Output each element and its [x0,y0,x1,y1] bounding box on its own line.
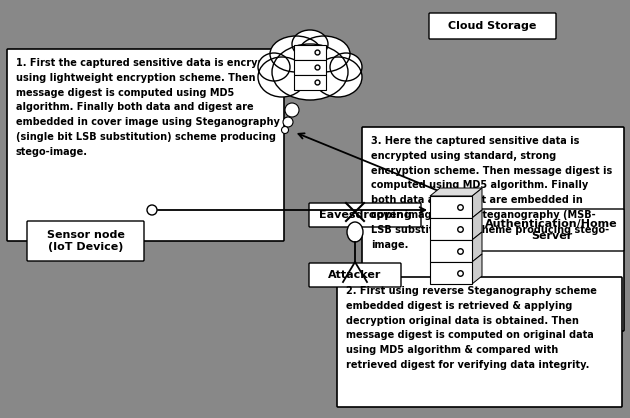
Ellipse shape [330,53,362,81]
FancyBboxPatch shape [27,221,144,261]
FancyBboxPatch shape [429,13,556,39]
Text: Eavesdropping: Eavesdropping [319,210,411,220]
Text: 1. First the captured sensitive data is encrypted
using lightweight encryption s: 1. First the captured sensitive data is … [16,58,283,157]
Polygon shape [472,254,482,284]
Bar [430,262,472,284]
Bar [294,44,326,59]
Text: Authentication/Home
Server: Authentication/Home Server [485,219,618,241]
Ellipse shape [258,57,306,97]
FancyBboxPatch shape [337,277,622,407]
FancyBboxPatch shape [309,203,421,227]
Polygon shape [472,232,482,262]
Bar [430,218,472,240]
Bar [430,196,472,218]
Ellipse shape [292,30,328,58]
Text: 2. First using reverse Steganography scheme
embedded digest is retrieved & apply: 2. First using reverse Steganography sch… [346,286,597,370]
Circle shape [283,117,293,127]
Circle shape [285,103,299,117]
Circle shape [147,205,157,215]
FancyBboxPatch shape [309,263,401,287]
Polygon shape [472,188,482,218]
Bar [294,59,326,74]
Ellipse shape [347,222,363,242]
Bar [294,74,326,89]
Polygon shape [430,188,482,196]
Polygon shape [472,210,482,240]
Ellipse shape [272,44,348,100]
Text: 3. Here the captured sensitive data is
encrypted using standard, strong
encrypti: 3. Here the captured sensitive data is e… [371,136,612,250]
FancyBboxPatch shape [7,49,284,241]
Circle shape [282,127,289,133]
Ellipse shape [270,36,322,72]
Text: Attacker: Attacker [328,270,382,280]
Ellipse shape [258,53,290,81]
FancyBboxPatch shape [479,209,624,251]
Ellipse shape [298,36,350,72]
Text: Cloud Storage: Cloud Storage [449,21,537,31]
FancyBboxPatch shape [362,127,624,331]
Bar [430,240,472,262]
Ellipse shape [314,57,362,97]
Text: Sensor node
(IoT Device): Sensor node (IoT Device) [47,230,125,252]
